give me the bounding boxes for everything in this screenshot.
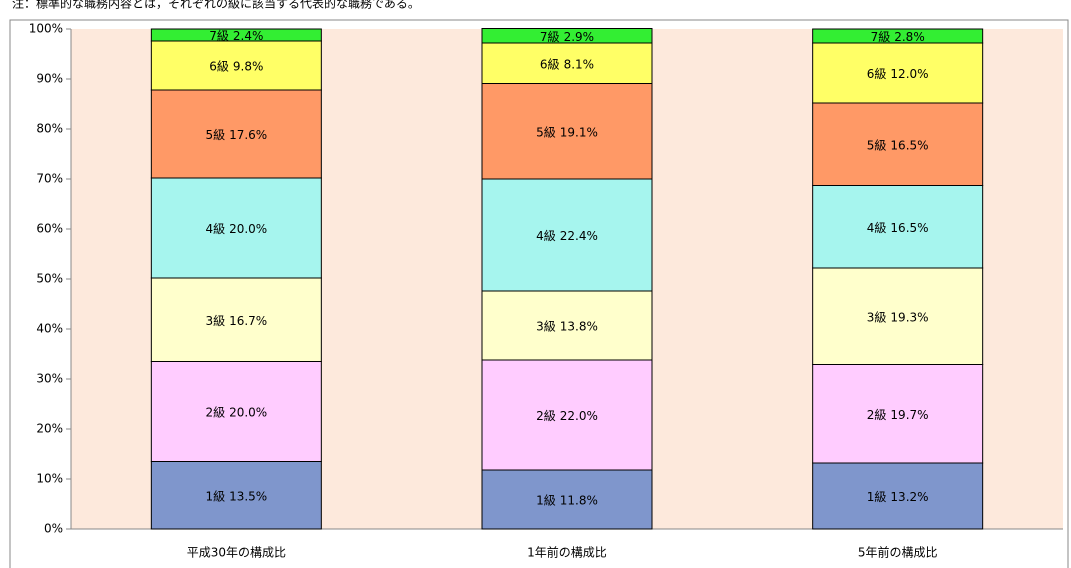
data-label: 5級 17.6% (205, 128, 267, 142)
data-label-series: 4級 (867, 220, 887, 234)
data-label: 3級 16.7% (205, 313, 267, 327)
y-tick-label: 70% (36, 172, 63, 186)
data-label-value: 16.5% (890, 138, 928, 152)
bar-segment (481, 178, 653, 292)
data-label-value: 17.6% (229, 128, 267, 142)
data-label-value: 2.9% (564, 29, 595, 43)
data-label-series: 4級 (205, 222, 225, 236)
data-label-value: 16.7% (229, 313, 267, 327)
data-label: 6級 9.8% (209, 59, 263, 73)
bar-segment (150, 361, 322, 462)
data-label: 7級 2.8% (871, 30, 925, 44)
bar-segment (812, 462, 984, 530)
data-label-value: 13.2% (890, 490, 928, 504)
y-tick-label: 80% (36, 122, 63, 136)
bar-segment (481, 28, 653, 44)
data-label-value: 19.1% (560, 125, 598, 139)
data-label: 6級 8.1% (540, 57, 594, 71)
data-label-value: 20.0% (229, 405, 267, 419)
data-label-series: 6級 (867, 67, 887, 81)
data-label-value: 16.5% (890, 220, 928, 234)
data-label: 4級 16.5% (867, 220, 929, 234)
data-label-series: 6級 (209, 59, 229, 73)
data-label: 2級 22.0% (536, 409, 598, 423)
data-label-series: 3級 (536, 319, 556, 333)
bar-segment (812, 364, 984, 464)
data-label-series: 4級 (536, 229, 556, 243)
data-label: 1級 13.2% (867, 490, 929, 504)
bar-segment (150, 461, 322, 530)
data-label: 1級 13.5% (205, 489, 267, 503)
data-label: 1級 11.8% (536, 493, 598, 507)
x-tick-label: 5年前の構成比 (858, 545, 938, 560)
bar-segment (150, 40, 322, 91)
data-label-value: 22.4% (560, 229, 598, 243)
y-tick-label: 0% (44, 522, 63, 536)
data-label-value: 13.8% (560, 319, 598, 333)
y-tick-label: 90% (36, 72, 63, 86)
data-label: 3級 13.8% (536, 319, 598, 333)
data-label-value: 2.4% (233, 29, 263, 43)
data-label-series: 1級 (536, 493, 556, 507)
data-label: 7級 2.9% (540, 29, 594, 43)
y-tick-label: 50% (36, 272, 63, 286)
data-label-value: 20.0% (229, 222, 267, 236)
y-tick-label: 60% (36, 222, 63, 236)
bar-segment (150, 89, 322, 179)
data-label-series: 5級 (536, 125, 556, 139)
bar-segment (812, 28, 984, 44)
y-tick-label: 100% (29, 22, 63, 36)
data-label: 6級 12.0% (867, 67, 929, 81)
data-label-series: 2級 (205, 405, 225, 419)
data-label-series: 1級 (205, 489, 225, 503)
data-label-series: 3級 (867, 310, 887, 324)
x-tick-label: 1年前の構成比 (527, 545, 607, 560)
data-label-series: 6級 (540, 57, 560, 71)
x-tick-label: 平成30年の構成比 (187, 546, 286, 560)
data-label-series: 2級 (867, 407, 887, 421)
data-label: 4級 22.4% (536, 229, 598, 243)
bar-segment (150, 177, 322, 279)
data-label: 5級 16.5% (867, 138, 929, 152)
data-label-value: 19.7% (890, 407, 928, 421)
data-label: 2級 19.7% (867, 407, 929, 421)
bar-segment (812, 42, 984, 104)
data-label-series: 3級 (205, 313, 225, 327)
y-tick-label: 20% (36, 422, 63, 436)
bar-segment (150, 277, 322, 362)
bar-segment (481, 469, 653, 530)
data-label-value: 8.1% (564, 57, 595, 71)
data-label: 7級 2.4% (209, 29, 263, 43)
data-label-series: 7級 (209, 29, 229, 43)
data-label-value: 12.0% (890, 67, 928, 81)
data-label-series: 5級 (205, 128, 225, 142)
data-label-series: 7級 (871, 30, 891, 44)
bar-segment (150, 28, 322, 42)
data-label-series: 7級 (540, 29, 560, 43)
y-tick-label: 10% (36, 472, 63, 486)
data-label-value: 9.8% (233, 59, 263, 73)
data-label-value: 2.8% (894, 30, 925, 44)
data-label-value: 19.3% (890, 310, 928, 324)
bar-segment (812, 102, 984, 186)
bar-segment (481, 359, 653, 471)
data-label-value: 13.5% (229, 489, 267, 503)
y-tick-label: 40% (36, 322, 63, 336)
data-label-value: 11.8% (560, 493, 598, 507)
data-label-series: 1級 (867, 490, 887, 504)
data-label: 5級 19.1% (536, 125, 598, 139)
chart-note: 注：標準的な職務内容とは，それぞれの級に該当する代表的な職務である。 (12, 0, 420, 11)
data-label-series: 5級 (867, 138, 887, 152)
bar-segment (481, 290, 653, 361)
data-label: 4級 20.0% (205, 222, 267, 236)
data-label-series: 2級 (536, 409, 556, 423)
data-label: 2級 20.0% (205, 405, 267, 419)
data-label-value: 22.0% (560, 409, 598, 423)
data-label: 3級 19.3% (867, 310, 929, 324)
bar-segment (812, 267, 984, 365)
y-tick-label: 30% (36, 372, 63, 386)
